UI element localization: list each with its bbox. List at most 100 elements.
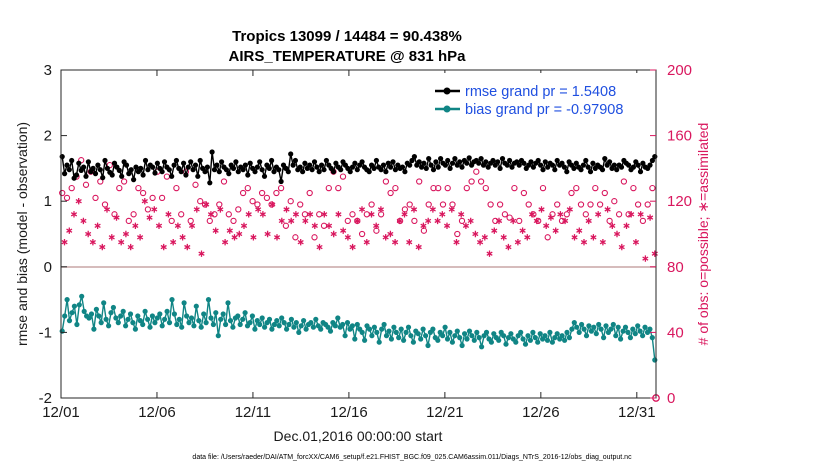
obs-assimilated-point <box>344 234 351 241</box>
bias-point <box>179 324 185 330</box>
bias-point <box>120 308 126 314</box>
rmse-point <box>390 159 396 165</box>
bias-point <box>554 331 560 337</box>
obs-possible-point <box>406 201 413 208</box>
obs-possible-point <box>601 189 608 197</box>
obs-possible-point <box>435 184 442 192</box>
rmse-point <box>90 165 96 171</box>
rmse-point <box>630 164 637 170</box>
bias-point <box>123 323 129 329</box>
rmse-point <box>483 159 489 165</box>
rmse-point <box>649 157 656 164</box>
rmse-point <box>307 162 313 168</box>
bias-point <box>132 326 138 332</box>
obs-assimilated-point <box>618 243 625 251</box>
bias-point <box>601 335 607 341</box>
obs-possible-point <box>149 194 156 202</box>
rmse-point <box>618 164 625 170</box>
rmse-point <box>211 167 218 173</box>
bias-point <box>142 308 148 314</box>
rmse-point <box>152 170 158 176</box>
bias-point <box>164 308 170 314</box>
rmse-point <box>169 173 175 179</box>
obs-assimilated-point <box>259 211 266 218</box>
obs-possible-point <box>525 201 532 208</box>
bias-point <box>259 315 265 321</box>
bias-point <box>284 326 290 332</box>
bias-point <box>652 357 658 363</box>
obs-possible-point <box>554 201 561 208</box>
rmse-point <box>459 164 465 170</box>
obs-assimilated-point <box>203 201 210 208</box>
bias-point <box>581 326 587 332</box>
bias-point <box>423 333 429 339</box>
bias-point <box>405 324 412 330</box>
bias-point <box>569 326 575 332</box>
bias-point <box>344 320 351 326</box>
bias-point <box>220 311 226 317</box>
obs-possible-point <box>411 217 418 225</box>
rmse-point <box>402 169 408 175</box>
bias-point <box>218 316 224 322</box>
plot-frame <box>60 69 657 399</box>
bias-point <box>408 333 414 339</box>
rmse-point <box>119 173 125 179</box>
bias-point <box>223 321 229 328</box>
chart-title-line2: AIRS_TEMPERATURE @ 831 hPa <box>229 48 467 65</box>
rmse-point <box>145 167 151 173</box>
obs-possible-point <box>349 211 356 218</box>
rmse-point <box>309 167 315 173</box>
obs-possible-point <box>173 184 180 192</box>
y-left-tick-label: -2 <box>39 390 52 407</box>
bias-point <box>535 339 541 345</box>
obs-assimilated-point <box>401 211 408 218</box>
bias-point <box>237 321 243 328</box>
obs-possible-point <box>582 211 589 218</box>
bias-point <box>430 326 436 332</box>
rmse-point <box>111 160 118 166</box>
rmse-point <box>300 169 306 175</box>
obs-assimilated-point <box>325 222 333 229</box>
rmse-point <box>76 160 82 166</box>
obs-possible-point <box>68 184 75 192</box>
bias-point <box>479 344 485 350</box>
obs-possible-point <box>130 211 137 218</box>
rmse-point <box>652 154 658 160</box>
obs-assimilated-point <box>519 227 526 234</box>
y-right-tick-label: 120 <box>667 193 692 210</box>
obs-possible-point <box>325 184 332 192</box>
obs-possible-point <box>363 211 370 218</box>
legend-bias-marker <box>443 105 451 113</box>
bias-point <box>393 329 399 335</box>
obs-possible-point <box>649 184 656 192</box>
obs-assimilated-point <box>288 217 295 225</box>
obs-possible-point <box>639 217 647 225</box>
bias-point <box>549 339 556 345</box>
obs-possible-point <box>59 189 66 197</box>
rmse-point <box>197 157 203 164</box>
obs-assimilated-point <box>330 230 337 238</box>
obs-assimilated-point <box>557 211 564 218</box>
obs-possible-point <box>568 189 575 197</box>
obs-assimilated-point <box>155 222 163 229</box>
rmse-point <box>611 162 617 168</box>
obs-possible-point <box>144 206 152 213</box>
rmse-point <box>240 167 246 173</box>
rmse-point <box>269 157 275 164</box>
obs-assimilated-point <box>491 227 498 234</box>
rmse-point <box>285 169 291 175</box>
bias-point <box>444 336 451 342</box>
bias-point <box>188 315 195 321</box>
bias-point <box>249 313 255 319</box>
bias-point <box>101 300 107 306</box>
obs-assimilated-point <box>236 230 243 238</box>
rmse-point <box>528 159 534 165</box>
obs-assimilated-point <box>368 211 375 218</box>
obs-possible-point <box>358 230 366 238</box>
obs-assimilated-point <box>273 234 281 241</box>
bias-point <box>130 320 136 326</box>
bias-point <box>583 333 590 339</box>
bias-point <box>518 329 524 335</box>
obs-possible-point <box>292 234 299 241</box>
rmse-point <box>602 156 608 162</box>
